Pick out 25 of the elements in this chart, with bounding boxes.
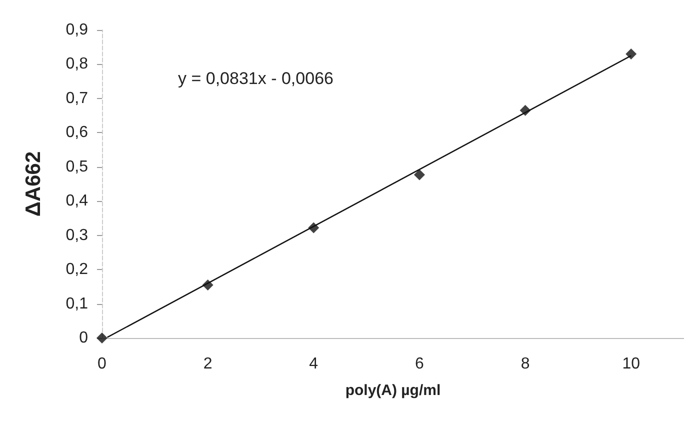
y-tick-label: 0,1 xyxy=(66,295,88,312)
x-axis-title: poly(A) µg/ml xyxy=(345,382,441,399)
point xyxy=(96,332,108,344)
x-tick-label: 6 xyxy=(415,356,424,372)
point xyxy=(308,222,320,234)
y-tick-label: 0,5 xyxy=(66,158,88,176)
y-tick-label: 0 xyxy=(79,330,88,346)
y-axis-title: ΔA662 xyxy=(22,151,45,217)
x-tick-label: 0 xyxy=(98,356,107,372)
y-tick-label: 0,3 xyxy=(66,226,88,244)
y-tick-label: 0,7 xyxy=(66,90,88,107)
x-tick-label: 8 xyxy=(520,356,530,372)
y-tick-label: 0,9 xyxy=(66,22,88,38)
point xyxy=(202,279,214,290)
y-tick-label: 0,4 xyxy=(66,192,88,210)
x-tick-label: 10 xyxy=(622,356,640,372)
annotation: y = 0,0831x - 0,0066 xyxy=(178,69,334,88)
point xyxy=(414,169,425,180)
y-tick-label: 0,6 xyxy=(66,124,88,142)
x-tick-label: 4 xyxy=(309,356,318,372)
point xyxy=(520,104,531,116)
y-tick-label: 0,8 xyxy=(66,56,88,73)
y-tick-label: 0,2 xyxy=(66,261,88,278)
point xyxy=(626,48,637,60)
x-tick-label: 2 xyxy=(203,356,212,372)
